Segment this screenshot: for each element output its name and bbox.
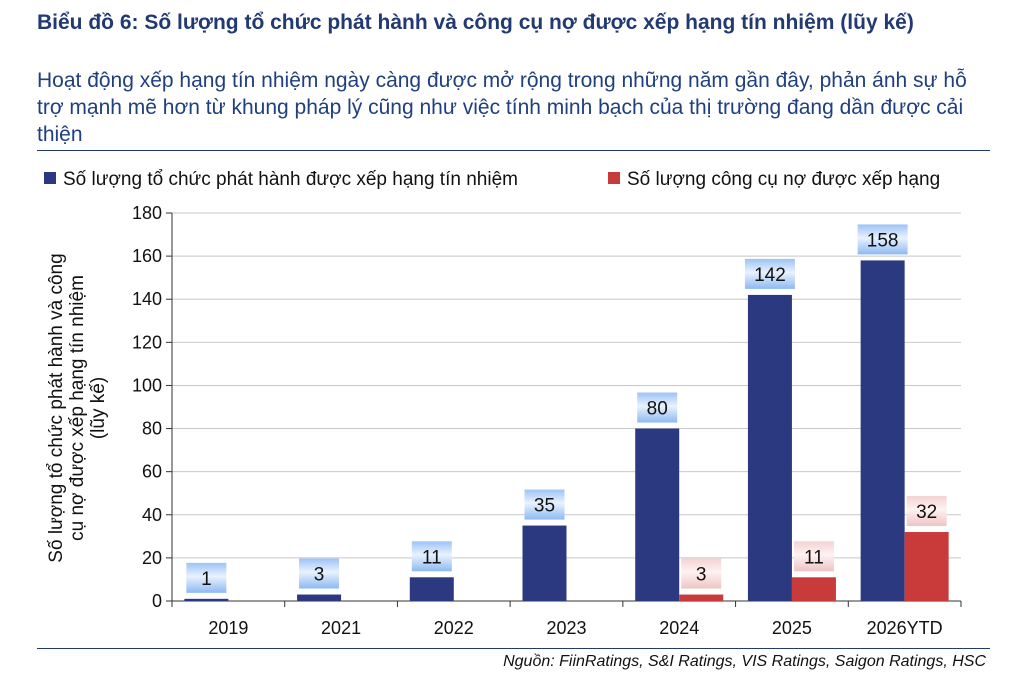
data-label-box-issuers [857, 224, 908, 255]
data-label-debt: 32 [916, 502, 937, 523]
chart-subtitle: Hoạt động xếp hạng tín nhiệm ngày càng đ… [37, 69, 967, 146]
data-label-box-debt [793, 541, 834, 572]
chart-title: Biểu đồ 6: Số lượng tổ chức phát hành và… [37, 11, 914, 34]
y-tick-label: 100 [132, 375, 162, 395]
bar-issuers [860, 260, 905, 601]
x-tick-label: 2023 [546, 618, 586, 638]
chart-bars [184, 260, 949, 601]
y-tick-label: 0 [152, 591, 162, 611]
bar-issuers [297, 594, 342, 601]
footer-divider [37, 648, 990, 649]
y-tick-label: 20 [142, 548, 162, 568]
data-label-issuers: 1 [201, 569, 212, 590]
data-label-box-issuers [411, 541, 452, 572]
data-label-box-issuers [744, 258, 795, 289]
chart-data-labels: 1 3 11 35 80 142 158 3 11 32 [186, 224, 947, 593]
x-tick-label: 2025 [772, 618, 812, 638]
bar-issuers [747, 294, 792, 601]
data-label-box-debt [906, 496, 947, 527]
legend-label-issuers: Số lượng tổ chức phát hành được xếp hạng… [63, 169, 518, 190]
data-label-box-issuers [186, 562, 227, 593]
legend-swatch-issuers [44, 172, 56, 184]
bar-issuers [184, 598, 229, 601]
y-tick-label: 40 [142, 505, 162, 525]
y-axis-label: Số lượng tổ chức phát hành và côngcụ nợ … [46, 253, 109, 562]
y-axis-label-line: (lũy kế) [88, 377, 109, 439]
y-axis-label-line: cụ nợ được xếp hạng tín nhiệm [67, 275, 88, 541]
x-tick-label: 2024 [659, 618, 699, 638]
header-divider [37, 150, 990, 151]
chart-legend: Số lượng tổ chức phát hành được xếp hạng… [44, 169, 940, 190]
bar-issuers [522, 525, 567, 601]
bar-debt-instruments [791, 577, 836, 601]
x-tick-label: 2026YTD [867, 618, 943, 638]
data-label-issuers: 80 [647, 399, 668, 420]
data-label-issuers: 3 [314, 565, 325, 586]
bar-issuers [409, 577, 454, 601]
data-label-debt: 11 [804, 547, 824, 568]
data-label-issuers: 11 [422, 547, 442, 568]
data-label-box-issuers [524, 489, 565, 520]
data-label-box-issuers [637, 392, 678, 423]
data-label-issuers: 35 [534, 496, 555, 517]
y-axis-label-line: Số lượng tổ chức phát hành và công [46, 253, 67, 562]
y-tick-label: 60 [142, 462, 162, 482]
legend-swatch-debt [608, 172, 620, 184]
source-note: Nguồn: FiinRatings, S&I Ratings, VIS Rat… [503, 653, 986, 670]
y-tick-label: 160 [132, 246, 162, 266]
chart-grid [172, 212, 961, 559]
data-label-issuers: 142 [754, 265, 786, 286]
y-tick-label: 180 [132, 203, 162, 223]
data-label-box-issuers [299, 558, 340, 589]
y-tick-label: 140 [132, 289, 162, 309]
data-label-debt: 3 [696, 565, 707, 586]
data-label-box-debt [681, 558, 722, 589]
y-tick-label: 120 [132, 332, 162, 352]
bar-debt-instruments [904, 532, 949, 601]
data-label-issuers: 158 [867, 230, 899, 251]
x-tick-label: 2019 [208, 618, 248, 638]
x-tick-label: 2022 [434, 618, 474, 638]
bar-issuers [635, 428, 680, 601]
legend-label-debt: Số lượng công cụ nợ được xếp hạng [627, 169, 940, 190]
bar-debt-instruments [679, 594, 724, 601]
y-tick-label: 80 [142, 419, 162, 439]
x-tick-label: 2021 [321, 618, 361, 638]
